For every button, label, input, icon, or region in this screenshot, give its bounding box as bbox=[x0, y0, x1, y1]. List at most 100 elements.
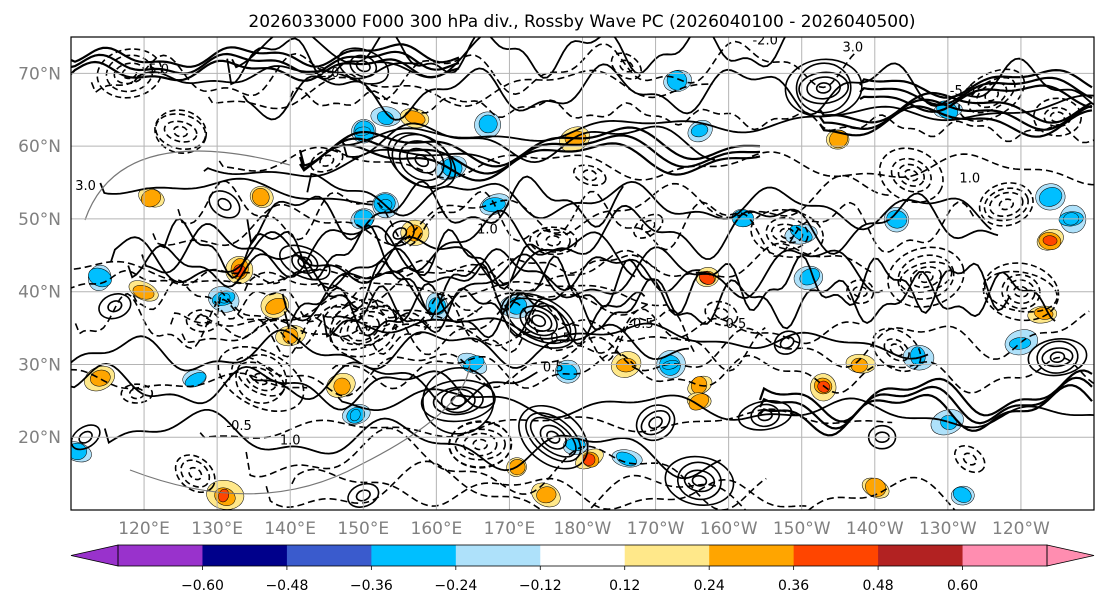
contour-cell bbox=[329, 298, 398, 358]
colorbar-segment bbox=[962, 545, 1048, 566]
shaded-feature bbox=[845, 354, 876, 374]
contour-cell bbox=[518, 404, 589, 470]
contour-cell bbox=[846, 279, 875, 305]
map-frame bbox=[70, 36, 1095, 511]
contour-labels: 5.0 -2.03.0-5.0-2.03.01.00.5-0.50.5-0.51.… bbox=[75, 26, 980, 449]
negative-contour bbox=[218, 146, 1094, 186]
positive-contour bbox=[340, 94, 1094, 147]
colorbar-tick-label: −0.12 bbox=[519, 578, 562, 594]
jet-contour bbox=[71, 58, 460, 82]
shaded-feature bbox=[555, 359, 581, 384]
shaded-feature bbox=[663, 69, 692, 93]
negative-contour bbox=[265, 460, 956, 510]
contour-cell bbox=[154, 109, 208, 154]
shaded-feature bbox=[249, 186, 274, 208]
contour-cell bbox=[887, 246, 965, 308]
contour-cell bbox=[878, 147, 944, 204]
latitude-label: 50°N bbox=[18, 210, 61, 230]
shaded-feature bbox=[260, 292, 289, 319]
negative-contour bbox=[291, 468, 808, 510]
negative-contour bbox=[199, 408, 893, 439]
contour-cell bbox=[174, 454, 216, 494]
jet-contour bbox=[71, 43, 460, 68]
colorbar-under-arrow bbox=[70, 544, 119, 567]
gridlines bbox=[71, 37, 1094, 510]
contour-label: 5.0 bbox=[148, 62, 169, 77]
longitude-label: 120°W bbox=[992, 519, 1050, 539]
jet-contour bbox=[859, 84, 1093, 113]
colorbar-tick-label: 0.36 bbox=[778, 578, 809, 594]
shaded-feature bbox=[611, 449, 643, 468]
negative-contour bbox=[74, 292, 697, 363]
positive-contour bbox=[226, 37, 787, 86]
contour-cell bbox=[420, 367, 496, 435]
shaded-feature bbox=[138, 187, 165, 208]
longitude-label: 160°E bbox=[411, 519, 463, 539]
negative-contour bbox=[181, 317, 863, 347]
colorbar-segment bbox=[371, 545, 457, 566]
colorbar-segment bbox=[709, 545, 795, 566]
jet-contour bbox=[759, 384, 1093, 437]
contour-cell bbox=[633, 213, 664, 239]
contour-cell bbox=[387, 132, 457, 190]
colorbar-tick-label: 0.12 bbox=[609, 578, 640, 594]
shaded-feature bbox=[1035, 183, 1066, 211]
negative-contour bbox=[152, 174, 890, 247]
contour-label: -5.0 bbox=[862, 26, 887, 41]
shaded-feature bbox=[474, 111, 501, 139]
contour-label: 1.0 bbox=[280, 434, 301, 449]
negative-contour bbox=[228, 310, 1090, 397]
colorbar-segment bbox=[118, 545, 203, 566]
longitude-labels: 120°E 130°E 140°E 150°E 160°E 170°E 180°W 170°W… bbox=[118, 519, 1050, 539]
contour-cell bbox=[448, 420, 513, 469]
contour-label: -2.0 bbox=[314, 66, 339, 81]
contour-label: 3.0 bbox=[843, 41, 864, 56]
longitude-label: 150°W bbox=[773, 519, 831, 539]
contour-label: -0.5 bbox=[628, 317, 653, 332]
contour-cell bbox=[610, 52, 642, 80]
contour-cell bbox=[217, 345, 305, 413]
colorbar-tick-label: 0.24 bbox=[694, 578, 725, 594]
negative-contour bbox=[71, 254, 657, 289]
longitude-label: 140°W bbox=[846, 519, 904, 539]
contour-cell bbox=[954, 445, 986, 474]
rossby-wave-contours bbox=[71, 37, 1094, 510]
longitude-label: 140°E bbox=[264, 519, 316, 539]
shaded-feature bbox=[686, 392, 712, 411]
positive-contour bbox=[103, 409, 722, 480]
contour-cell bbox=[573, 164, 607, 187]
colorbar-segment bbox=[878, 545, 964, 566]
contour-cell bbox=[347, 482, 380, 508]
colorbar-tick-label: −0.48 bbox=[265, 578, 308, 594]
contour-cell bbox=[1027, 338, 1088, 377]
colorbar-segment bbox=[286, 545, 372, 566]
contour-cell bbox=[773, 330, 801, 355]
jet-contour bbox=[859, 68, 1093, 99]
contour-label: 0.5 bbox=[550, 332, 571, 347]
shaded-feature bbox=[531, 482, 561, 508]
positive-contour bbox=[203, 148, 501, 178]
contour-label: -2.0 bbox=[752, 33, 777, 48]
map-area[interactable]: 5.0 -2.03.0-5.0-2.03.01.00.5-0.50.5-0.51.… bbox=[51, 25, 1105, 530]
colorbar-tick-label: −0.60 bbox=[181, 578, 224, 594]
negative-contour bbox=[170, 311, 432, 339]
contour-cell bbox=[750, 209, 824, 258]
colorbar-tick-label: −0.24 bbox=[434, 578, 477, 594]
latitude-label: 20°N bbox=[18, 428, 61, 448]
latitude-labels: 70°N 60°N 50°N 40°N 30°N 20°N bbox=[18, 64, 61, 448]
contour-cell bbox=[704, 300, 739, 327]
colorbar-segment bbox=[540, 545, 626, 566]
longitude-label: 130°E bbox=[191, 519, 243, 539]
contour-cell bbox=[279, 244, 331, 281]
contour-label: -5.0 bbox=[950, 84, 975, 99]
positive-contour bbox=[99, 177, 373, 206]
positive-contour bbox=[127, 244, 701, 294]
contour-cell bbox=[71, 424, 101, 451]
colorbar-segment bbox=[455, 545, 541, 566]
colorbar-segment bbox=[793, 545, 879, 566]
jet-contour bbox=[819, 91, 1093, 124]
shaded-feature bbox=[1036, 228, 1064, 251]
positive-contour bbox=[159, 218, 545, 290]
map-title: 2026033000 F000 300 hPa div., Rossby Wav… bbox=[248, 12, 915, 32]
